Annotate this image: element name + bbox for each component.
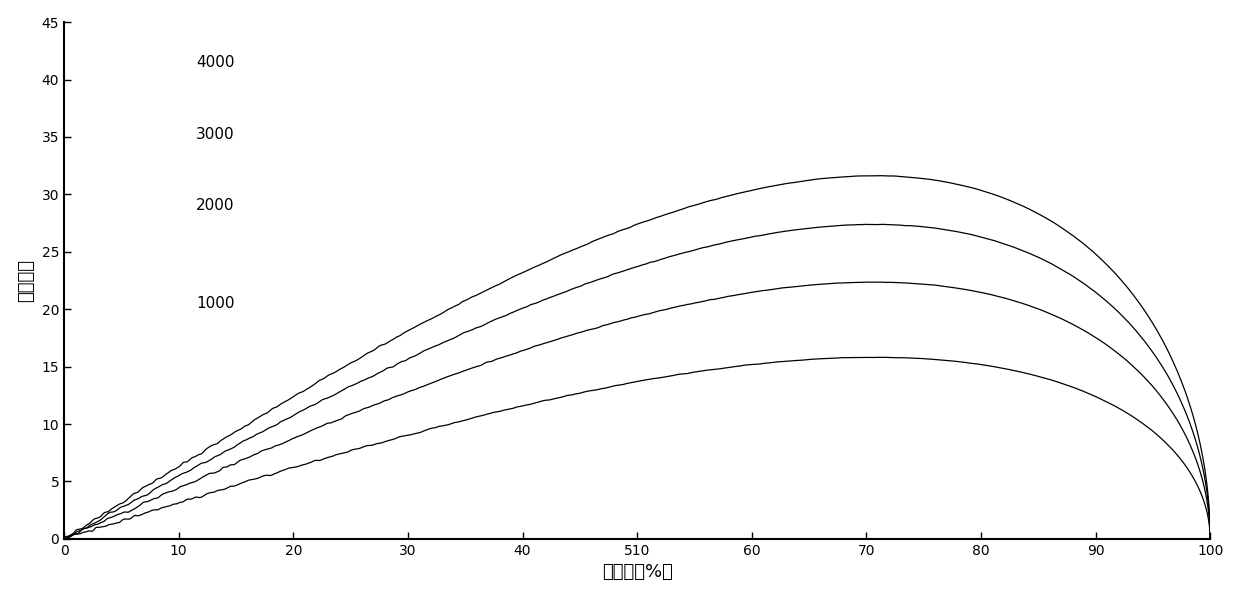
Text: 1000: 1000 <box>196 296 234 311</box>
Text: 2000: 2000 <box>196 199 234 213</box>
X-axis label: 阴性率（%）: 阴性率（%） <box>601 563 672 581</box>
Text: 4000: 4000 <box>196 55 234 70</box>
Y-axis label: 绝对精度: 绝对精度 <box>16 259 35 302</box>
Text: 3000: 3000 <box>196 127 234 142</box>
